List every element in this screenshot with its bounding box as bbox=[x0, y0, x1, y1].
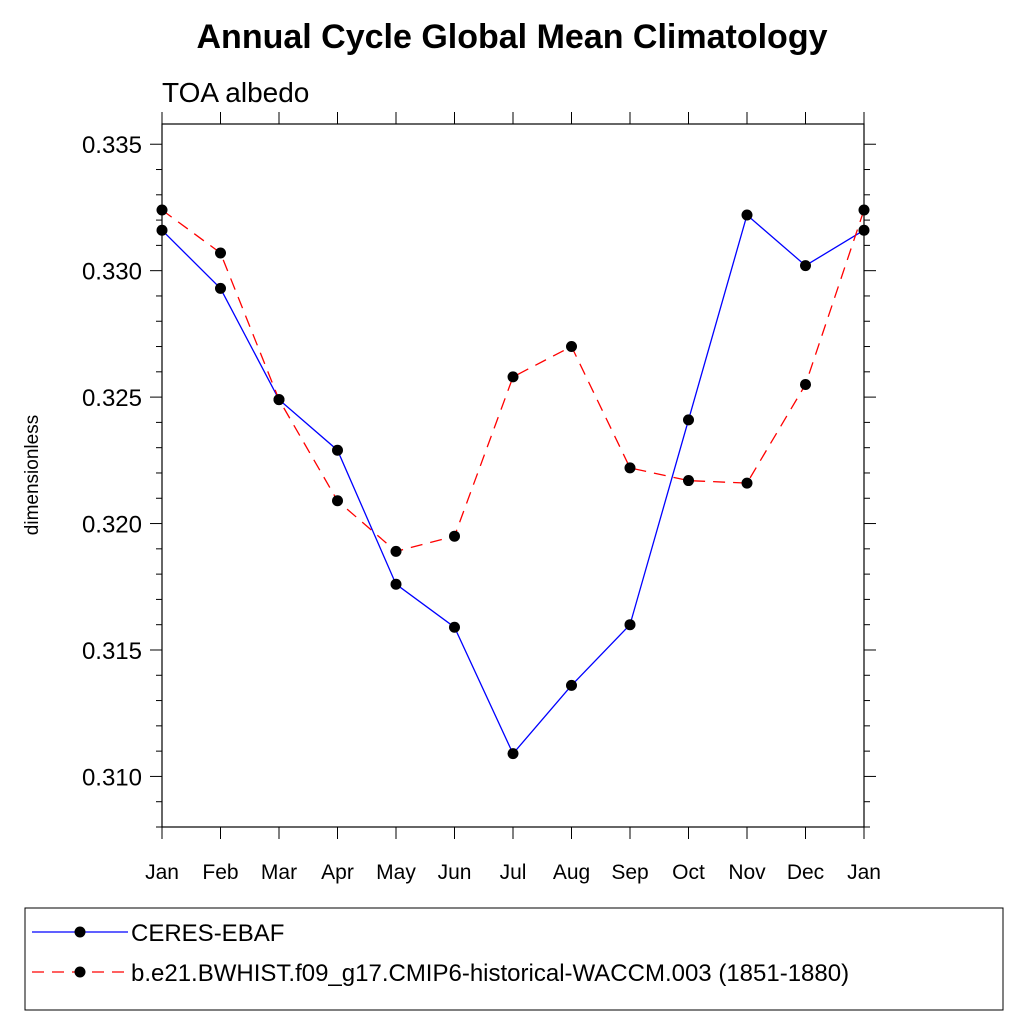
legend-marker-1 bbox=[74, 926, 86, 938]
x-tick-label: Dec bbox=[787, 861, 824, 884]
chart-title: Annual Cycle Global Mean Climatology bbox=[197, 18, 828, 56]
series-2-point bbox=[332, 495, 343, 507]
y-axis-label: dimensionless bbox=[22, 415, 43, 535]
x-tick-label: Feb bbox=[202, 861, 238, 884]
series-2-point bbox=[449, 530, 460, 542]
series-2-point bbox=[566, 341, 577, 353]
series-line-1 bbox=[161, 213, 865, 755]
y-tick-label: 0.315 bbox=[82, 638, 142, 665]
y-tick-label: 0.310 bbox=[82, 764, 142, 791]
series-1-point bbox=[332, 444, 343, 456]
y-tick-label: 0.330 bbox=[82, 259, 142, 286]
series-2-point bbox=[800, 378, 811, 390]
legend-box bbox=[24, 907, 1004, 1011]
legend: CERES-EBAF b.e21.BWHIST.f09_g17.CMIP6-his… bbox=[32, 920, 849, 987]
x-tick-label: Sep bbox=[611, 861, 648, 884]
series-1-point bbox=[741, 209, 753, 221]
series-2-point bbox=[273, 394, 285, 406]
legend-label-2: b.e21.BWHIST.f09_g17.CMIP6-historical-WA… bbox=[131, 960, 849, 987]
x-tick-label: Mar bbox=[261, 861, 297, 884]
y-tick-label: 0.325 bbox=[82, 385, 142, 412]
x-tick-label: May bbox=[376, 861, 416, 884]
series-2-point bbox=[215, 247, 226, 259]
series-1-point bbox=[566, 679, 577, 691]
x-tick-label: Nov bbox=[728, 861, 766, 884]
chart-subtitle: TOA albedo bbox=[162, 77, 309, 108]
x-tick-label: Jun bbox=[438, 861, 472, 884]
series-1-point bbox=[215, 282, 226, 294]
series-2-point bbox=[741, 477, 753, 489]
x-tick-label: Apr bbox=[321, 861, 354, 884]
series-2-point bbox=[507, 371, 519, 383]
plot-series bbox=[156, 204, 870, 760]
series-2-point bbox=[683, 475, 694, 487]
series-1-point bbox=[800, 260, 811, 272]
series-1-point bbox=[449, 621, 460, 633]
y-tick-label: 0.335 bbox=[82, 132, 142, 159]
series-2-point bbox=[624, 462, 636, 474]
series-1-point bbox=[507, 748, 519, 760]
axis-ticks bbox=[150, 112, 876, 839]
x-tick-label: Jul bbox=[500, 861, 527, 884]
x-tick-label: Oct bbox=[672, 861, 705, 884]
x-tick-label: Jan bbox=[847, 861, 881, 884]
series-1-point bbox=[683, 414, 694, 426]
tick-labels: 0.310 0.315 0.320 0.325 0.330 0.335 Jan Feb Mar A… bbox=[82, 132, 881, 884]
series-1-point bbox=[390, 578, 402, 590]
x-tick-label: Jan bbox=[145, 861, 179, 884]
y-tick-label: 0.320 bbox=[82, 512, 142, 539]
legend-marker-2 bbox=[74, 966, 86, 978]
series-1-point bbox=[624, 619, 636, 631]
series-2-point bbox=[390, 545, 402, 557]
x-tick-label: Aug bbox=[553, 861, 590, 884]
plot-frame bbox=[161, 123, 865, 828]
legend-label-1: CERES-EBAF bbox=[131, 920, 284, 947]
